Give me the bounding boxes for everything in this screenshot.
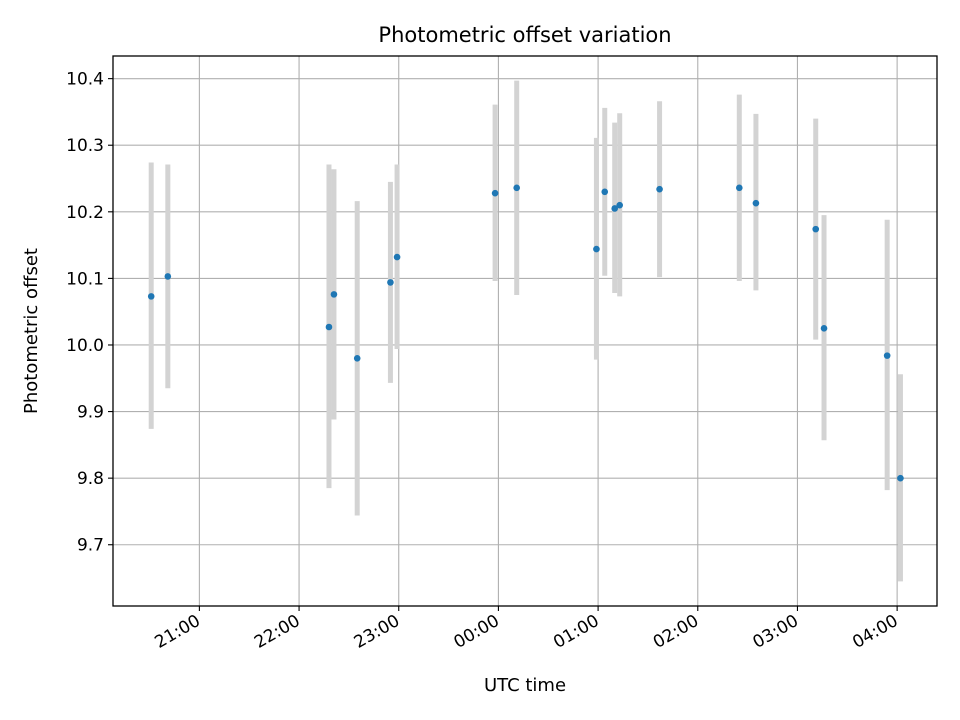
data-point xyxy=(611,205,619,212)
data-points xyxy=(147,184,904,482)
data-point xyxy=(325,323,333,331)
data-point xyxy=(147,293,155,300)
y-tick-label: 10.0 xyxy=(66,336,104,356)
data-point xyxy=(393,253,401,261)
y-tick-label: 9.7 xyxy=(77,536,104,556)
y-tick-label: 10.4 xyxy=(66,70,104,90)
plot-frame xyxy=(112,55,938,607)
data-point xyxy=(656,185,663,193)
chart-title: Photometric offset variation xyxy=(378,23,671,47)
data-point xyxy=(353,355,361,362)
x-axis-title: UTC time xyxy=(484,675,566,696)
data-point xyxy=(387,279,394,286)
data-point xyxy=(897,474,904,482)
data-point xyxy=(883,352,891,359)
y-axis: 9.7 9.8 9.9 10.0 10.1 10.2 10.3 10.4 xyxy=(66,70,113,556)
y-tick-label: 10.3 xyxy=(66,136,104,156)
y-tick-label: 9.8 xyxy=(77,469,104,489)
data-point xyxy=(593,245,600,253)
data-point xyxy=(820,325,828,332)
data-point xyxy=(330,291,338,298)
y-tick-label: 10.2 xyxy=(66,203,104,223)
data-point xyxy=(513,184,520,192)
data-point xyxy=(736,184,743,192)
data-point xyxy=(164,273,172,280)
y-tick-label: 10.1 xyxy=(66,269,104,289)
y-tick-label: 9.9 xyxy=(77,403,104,423)
y-axis-title: Photometric offset xyxy=(21,248,42,414)
data-point xyxy=(601,188,609,196)
data-point xyxy=(616,201,623,209)
data-point xyxy=(752,199,760,207)
data-point xyxy=(812,225,820,233)
data-point xyxy=(491,189,499,197)
